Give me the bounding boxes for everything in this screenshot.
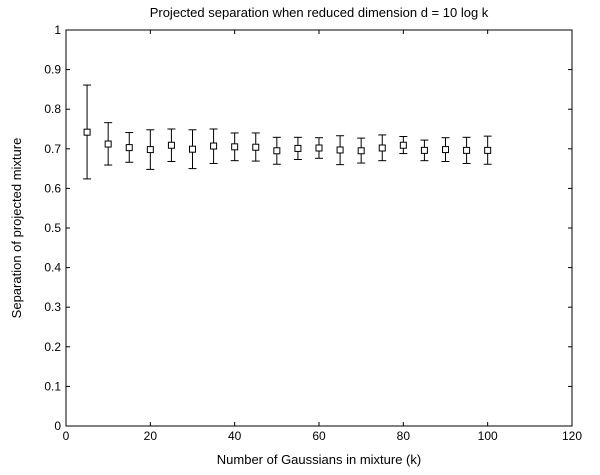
data-point-marker [357,147,365,155]
y-tick-label: 0.2 [44,340,61,354]
x-tick-label: 20 [144,429,158,443]
data-point-marker [294,144,302,152]
data-point-marker [210,142,218,150]
x-tick-label: 100 [478,429,498,443]
x-tick-label: 120 [562,429,582,443]
data-point-marker [231,143,239,151]
data-point-marker [104,140,112,148]
y-tick-label: 1 [54,23,61,37]
data-point-group [104,122,113,166]
data-point-marker [83,128,91,136]
data-point-group [251,132,260,162]
x-tick-label: 60 [312,429,326,443]
data-point-marker [420,146,428,154]
y-axis-label: Separation of projected mixture [9,138,24,319]
data-point-group [272,136,281,165]
data-point-group [125,132,134,163]
x-axis-label: Number of Gaussians in mixture (k) [217,452,421,467]
data-point-marker [399,141,407,149]
data-point-marker [463,146,471,154]
data-point-group [441,137,450,162]
data-point-marker [167,141,175,149]
ticks-layer: 0 20 40 60 80 100 120 0 0.1 0.2 0.3 0.4 0.5 0.6 0.7 0.8… [44,23,582,443]
data-point-group [483,135,492,165]
y-tick-label: 0 [54,419,61,433]
x-tick-label: 80 [397,429,411,443]
data-point-marker [189,145,196,153]
data-point-group [293,136,302,160]
y-tick-label: 0.9 [44,63,61,77]
data-point-marker [252,143,260,151]
y-tick-label: 0.6 [44,181,61,195]
data-point-marker [146,146,154,154]
data-point-group [336,135,345,166]
y-tick-label: 0.8 [44,102,61,116]
y-tick-label: 0.4 [44,261,61,275]
chart-title: Projected separation when reduced dimens… [150,5,489,20]
data-point-group [146,129,155,170]
data-point-marker [442,146,449,154]
x-tick-label: 0 [63,429,70,443]
y-tick-label: 0.3 [44,300,61,314]
data-point-group [357,137,366,164]
data-point-marker [484,146,492,154]
data-point-marker [378,144,386,152]
data-point-marker [125,144,133,152]
data-point-group [462,136,471,164]
data-point-group [399,136,408,155]
data-point-group [83,84,92,180]
data-point-group [167,128,176,162]
data-point-group [209,128,218,164]
data-point-group [420,139,429,162]
data-point-group [230,132,239,162]
data-point-marker [273,147,281,155]
y-tick-label: 0.5 [44,221,61,235]
data-point-marker [315,144,323,152]
data-point-group [315,137,323,159]
plot-area [65,29,573,427]
data-point-group [188,129,197,170]
data-point-marker [336,146,344,154]
y-tick-label: 0.1 [44,379,61,393]
data-layer [83,84,492,180]
data-point-group [378,134,387,162]
y-tick-label: 0.7 [44,142,61,156]
x-tick-label: 40 [228,429,242,443]
